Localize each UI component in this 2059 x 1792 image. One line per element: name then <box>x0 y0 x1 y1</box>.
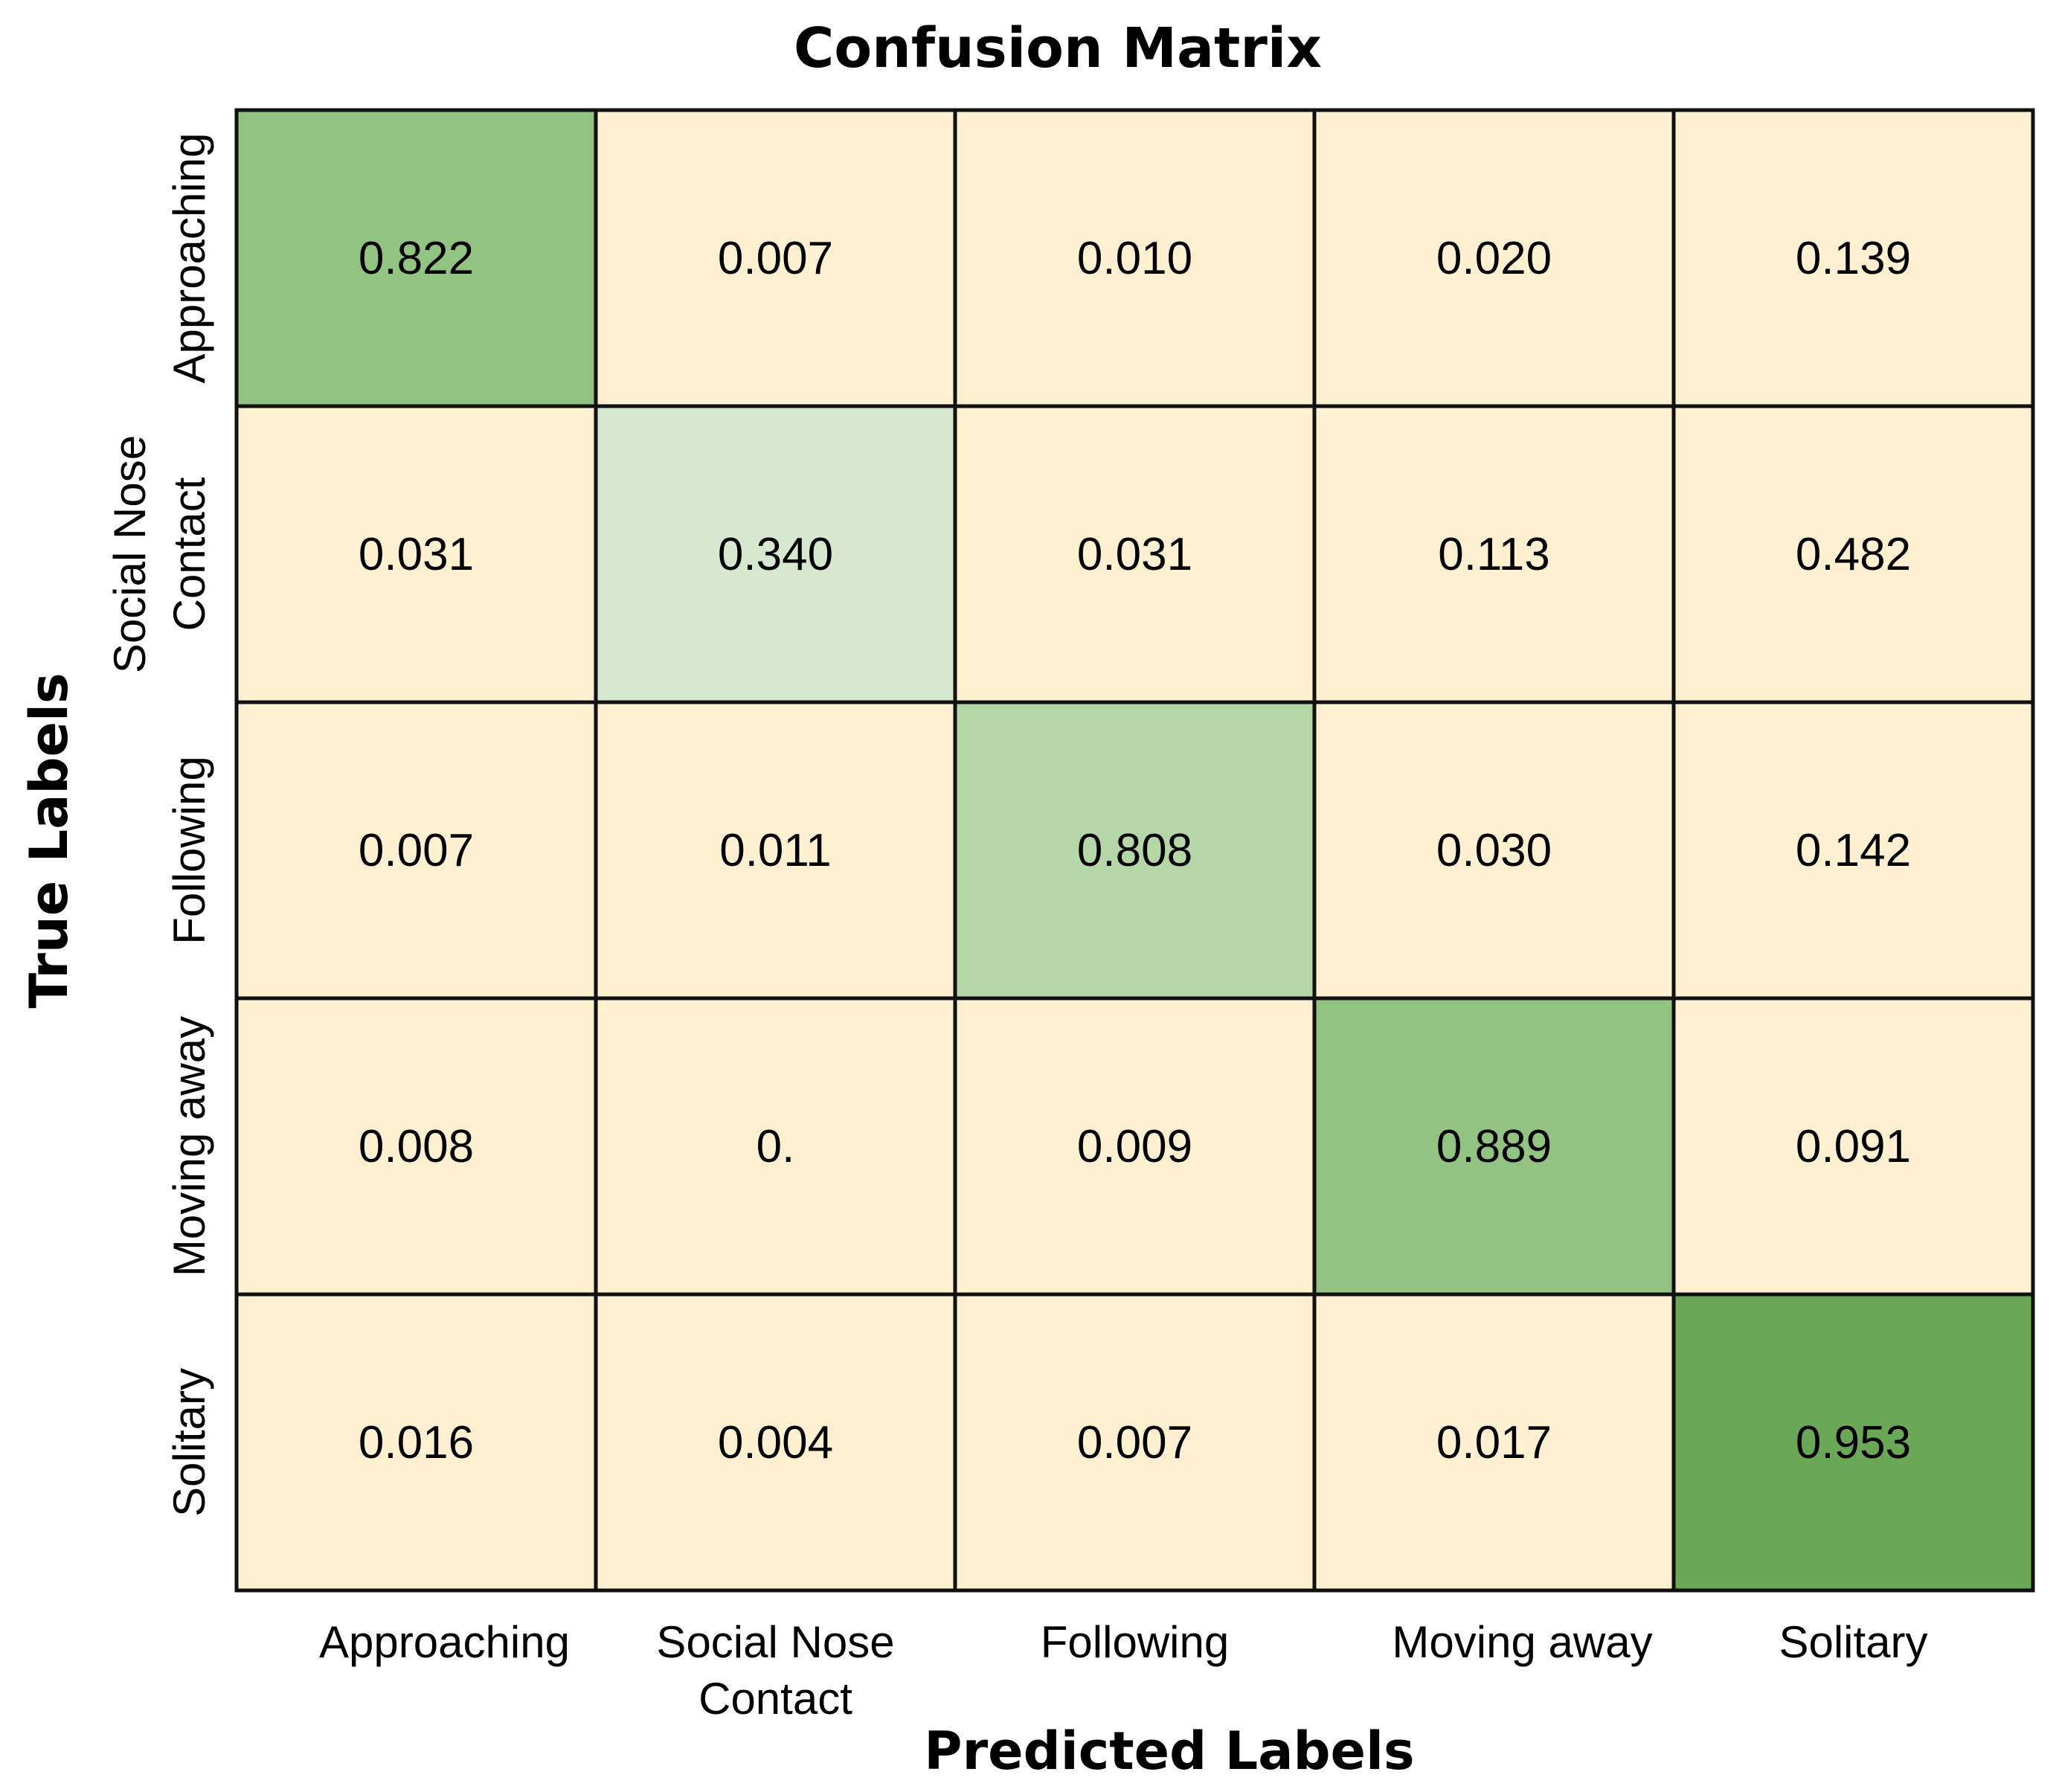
chart-title: Confusion Matrix <box>794 16 1322 80</box>
cell-value-r3-c3: 0.889 <box>1436 1121 1552 1172</box>
cell-value-r4-c4: 0.953 <box>1796 1417 1911 1468</box>
matrix-cell-r2-c3 <box>1312 700 1676 1001</box>
x-tick-label-4-line-0: Solitary <box>1779 1617 1927 1667</box>
cell-value-r1-c4: 0.482 <box>1796 529 1911 580</box>
matrix-cell-r2-c2 <box>953 700 1317 1001</box>
matrix-cell-r3-c0 <box>234 996 598 1297</box>
cell-value-r0-c1: 0.007 <box>718 233 833 284</box>
x-tick-label-0-line-0: Approaching <box>319 1617 570 1667</box>
matrix-cell-r4-c0 <box>234 1292 598 1593</box>
matrix-cell-r0-c3 <box>1312 108 1676 408</box>
cell-value-r4-c1: 0.004 <box>718 1417 833 1468</box>
matrix-cell-r3-c2 <box>953 996 1317 1297</box>
y-tick-label-4-line-0: Solitary <box>164 1368 214 1517</box>
matrix-cell-r2-c1 <box>594 700 957 1001</box>
cell-value-r0-c3: 0.020 <box>1436 233 1552 284</box>
y-axis-title: True Labels <box>19 672 80 1008</box>
y-tick-label-3-line-0: Moving away <box>164 1016 214 1276</box>
y-tick-label-1-line-1: Contact <box>164 477 214 631</box>
matrix-cell-r4-c2 <box>953 1292 1317 1593</box>
cell-value-r4-c0: 0.016 <box>359 1417 474 1468</box>
cell-value-r2-c3: 0.030 <box>1436 825 1552 876</box>
cell-value-r2-c0: 0.007 <box>359 825 474 876</box>
matrix-cell-r3-c3 <box>1312 996 1676 1297</box>
matrix-cell-r3-c4 <box>1671 996 2035 1297</box>
cell-value-r1-c1: 0.340 <box>718 529 833 580</box>
matrix-cell-r4-c1 <box>594 1292 957 1593</box>
cell-value-r3-c2: 0.009 <box>1077 1121 1192 1172</box>
cell-value-r2-c4: 0.142 <box>1796 825 1911 876</box>
cell-value-r4-c2: 0.007 <box>1077 1417 1192 1468</box>
cell-value-r4-c3: 0.017 <box>1436 1417 1552 1468</box>
x-axis-title: Predicted Labels <box>924 1721 1414 1782</box>
matrix-cell-r1-c0 <box>234 404 598 704</box>
matrix-cells: 0.822 0.007 0.010 0.020 0.139 0.031 0.340 0.031… <box>234 108 2035 1593</box>
matrix-cell-r2-c4 <box>1671 700 2035 1001</box>
matrix-cell-r0-c4 <box>1671 108 2035 408</box>
x-tick-label-1-line-0: Social Nose <box>656 1617 894 1667</box>
matrix-cell-r3-c1 <box>594 996 957 1297</box>
matrix-cell-r0-c2 <box>953 108 1317 408</box>
cell-value-r1-c0: 0.031 <box>359 529 474 580</box>
matrix-cell-r1-c2 <box>953 404 1317 704</box>
matrix-cell-r0-c0 <box>234 108 598 408</box>
cell-value-r3-c1: 0. <box>757 1121 795 1172</box>
cell-value-r0-c4: 0.139 <box>1796 233 1911 284</box>
matrix-cell-r0-c1 <box>594 108 957 408</box>
x-tick-labels: Approaching Social Nose Contact Following Mo… <box>319 1617 1928 1724</box>
x-tick-label-2-line-0: Following <box>1041 1617 1229 1667</box>
cell-value-r2-c1: 0.011 <box>719 825 832 876</box>
cell-value-r2-c2: 0.808 <box>1077 825 1192 876</box>
matrix-cell-r4-c4 <box>1671 1292 2035 1593</box>
y-tick-label-1-line-0: Social Nose <box>105 435 155 673</box>
cell-value-r0-c0: 0.822 <box>359 233 474 284</box>
cell-value-r3-c0: 0.008 <box>359 1121 474 1172</box>
matrix-cell-r1-c4 <box>1671 404 2035 704</box>
cell-value-r3-c4: 0.091 <box>1796 1121 1911 1172</box>
x-tick-label-3-line-0: Moving away <box>1392 1617 1652 1667</box>
y-tick-label-2-line-0: Following <box>164 756 214 944</box>
x-tick-label-1-line-1: Contact <box>698 1674 852 1724</box>
cell-value-r1-c2: 0.031 <box>1077 529 1192 580</box>
cell-value-r0-c2: 0.010 <box>1077 233 1192 284</box>
cell-value-r1-c3: 0.113 <box>1438 529 1550 580</box>
y-tick-labels: Approaching Social Nose Contact Following Mo… <box>105 133 214 1518</box>
y-tick-label-0-line-0: Approaching <box>164 133 214 384</box>
